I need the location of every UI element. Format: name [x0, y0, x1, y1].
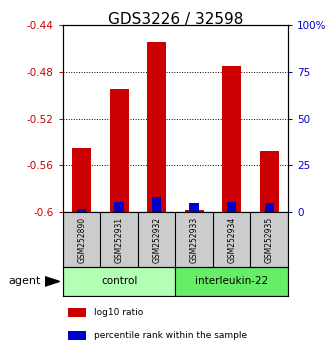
Text: GDS3226 / 32598: GDS3226 / 32598 [108, 12, 243, 27]
Text: GSM252931: GSM252931 [115, 217, 124, 263]
Text: control: control [101, 276, 137, 286]
Text: GSM252933: GSM252933 [190, 217, 199, 263]
Text: percentile rank within the sample: percentile rank within the sample [94, 331, 247, 340]
Text: GSM252935: GSM252935 [265, 217, 274, 263]
Bar [68, 308, 86, 316]
Bar [115, 202, 124, 212]
Text: log10 ratio: log10 ratio [94, 308, 143, 317]
Bar [175, 267, 288, 296]
Bar [72, 148, 91, 212]
Bar [152, 198, 162, 212]
Text: GSM252932: GSM252932 [152, 217, 161, 263]
Bar [264, 203, 274, 212]
Bar [227, 202, 236, 212]
Bar [147, 42, 166, 212]
Bar [63, 267, 175, 296]
Bar [77, 209, 86, 212]
Text: GSM252934: GSM252934 [227, 217, 236, 263]
Bar [222, 66, 241, 212]
Bar [185, 210, 204, 212]
Text: agent: agent [8, 276, 41, 286]
Polygon shape [45, 276, 60, 286]
Bar [189, 203, 199, 212]
Bar [110, 89, 128, 212]
Text: interleukin-22: interleukin-22 [195, 276, 268, 286]
Bar [260, 152, 279, 212]
Text: GSM252890: GSM252890 [77, 217, 86, 263]
Bar [68, 331, 86, 339]
